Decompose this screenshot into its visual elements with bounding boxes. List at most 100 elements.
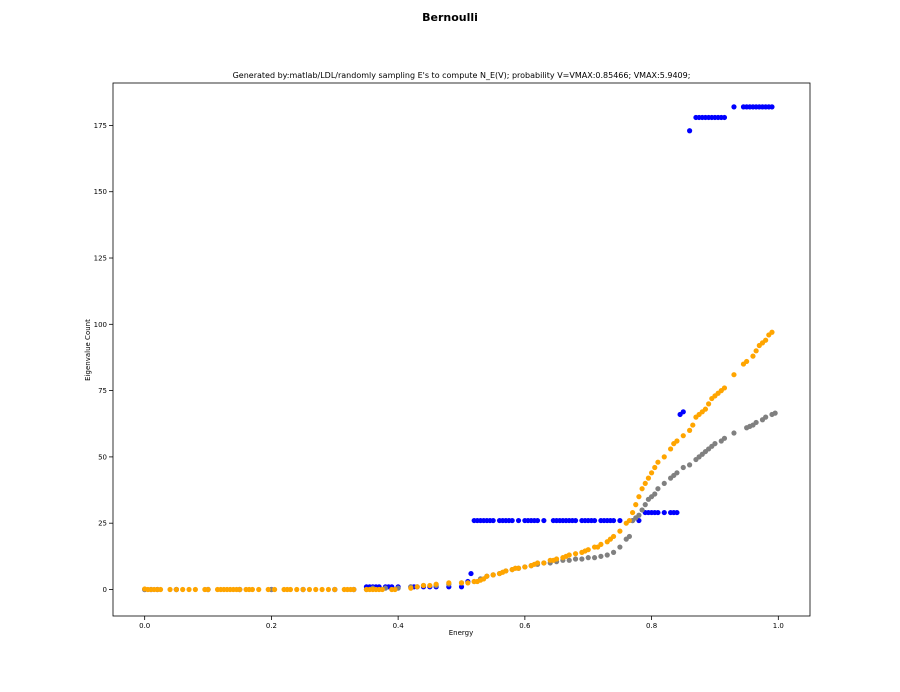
- data-point: [636, 494, 642, 500]
- data-point: [721, 385, 728, 391]
- figure-title: Bernoulli: [422, 11, 478, 24]
- data-point: [639, 486, 645, 492]
- x-tick-label: 0.0: [139, 622, 150, 630]
- data-point: [173, 586, 179, 593]
- data-point: [610, 517, 617, 524]
- data-point: [427, 582, 433, 589]
- data-point: [585, 555, 591, 561]
- data-point: [750, 353, 756, 359]
- data-point: [617, 517, 623, 524]
- data-point: [256, 586, 262, 593]
- data-point: [294, 586, 300, 593]
- data-point: [617, 544, 623, 550]
- data-point: [319, 586, 325, 593]
- data-point: [706, 401, 712, 407]
- data-point: [579, 556, 585, 562]
- data-point: [572, 517, 579, 524]
- data-point: [687, 462, 693, 468]
- data-point: [674, 438, 680, 444]
- data-point: [721, 435, 728, 441]
- data-point: [687, 427, 693, 433]
- y-tick-label: 25: [98, 520, 107, 528]
- data-point: [652, 491, 658, 497]
- data-point: [661, 454, 667, 460]
- data-point: [772, 410, 778, 416]
- data-point: [287, 586, 294, 593]
- data-point: [591, 517, 598, 524]
- data-point: [553, 556, 560, 562]
- data-point: [306, 586, 313, 593]
- data-point: [731, 372, 737, 378]
- data-point: [515, 517, 522, 524]
- data-point: [655, 509, 661, 516]
- data-point: [731, 104, 737, 110]
- data-point: [721, 114, 728, 121]
- data-point: [712, 441, 718, 447]
- data-point: [687, 128, 693, 134]
- data-point: [626, 533, 633, 540]
- data-point: [668, 446, 674, 452]
- data-point: [237, 586, 243, 593]
- x-tick-label: 0.8: [646, 622, 657, 630]
- data-point: [591, 555, 598, 561]
- data-points: [142, 104, 778, 593]
- data-point: [674, 509, 680, 516]
- data-point: [351, 586, 357, 593]
- data-point: [648, 470, 655, 476]
- data-point: [626, 517, 633, 524]
- plot-frame: [112, 82, 811, 617]
- data-point: [490, 572, 496, 578]
- data-point: [414, 584, 420, 590]
- data-point: [655, 459, 661, 465]
- data-point: [205, 586, 211, 593]
- y-axis: 0 25 50 75 100 125 150 175: [94, 122, 113, 594]
- data-point: [541, 517, 547, 524]
- data-point: [674, 470, 680, 476]
- data-point: [446, 580, 452, 586]
- data-point: [610, 533, 617, 540]
- data-point: [652, 464, 658, 471]
- data-point: [249, 586, 255, 593]
- data-point: [300, 586, 306, 593]
- y-tick-label: 50: [98, 453, 107, 461]
- x-axis: 0.0 0.2 0.4 0.6 0.8 1.0: [139, 616, 784, 630]
- y-axis-label: Eigenvalue Count: [84, 319, 92, 381]
- data-point: [763, 337, 769, 343]
- data-point: [610, 549, 617, 555]
- x-tick-label: 0.4: [393, 622, 405, 630]
- data-point: [661, 480, 667, 487]
- y-tick-label: 175: [94, 122, 107, 130]
- data-point: [468, 570, 474, 577]
- data-point: [503, 568, 509, 574]
- data-point: [763, 414, 769, 420]
- y-tick-label: 125: [94, 255, 107, 263]
- data-point: [642, 502, 648, 508]
- data-point: [458, 584, 465, 590]
- data-point: [265, 586, 271, 593]
- x-axis-label: Energy: [449, 629, 474, 637]
- data-point: [522, 564, 528, 570]
- data-point: [332, 586, 338, 593]
- data-point: [420, 582, 427, 589]
- data-point: [604, 552, 610, 558]
- data-point: [433, 581, 439, 587]
- data-point: [769, 104, 775, 110]
- data-point: [490, 517, 496, 524]
- data-point: [629, 509, 636, 516]
- data-point: [541, 560, 547, 566]
- data-point: [484, 573, 490, 579]
- data-point: [157, 586, 164, 593]
- data-point: [645, 475, 652, 481]
- data-point: [186, 586, 192, 593]
- data-point: [598, 553, 604, 559]
- data-point: [661, 509, 667, 516]
- data-point: [636, 512, 642, 518]
- data-point: [458, 580, 465, 586]
- data-point: [325, 586, 332, 593]
- data-point: [642, 480, 648, 487]
- plot-title: Generated by:matlab/LDL/randomly samplin…: [232, 71, 691, 80]
- y-tick-label: 75: [98, 387, 107, 395]
- data-point: [271, 586, 278, 593]
- data-point: [753, 348, 759, 354]
- data-point: [572, 556, 579, 562]
